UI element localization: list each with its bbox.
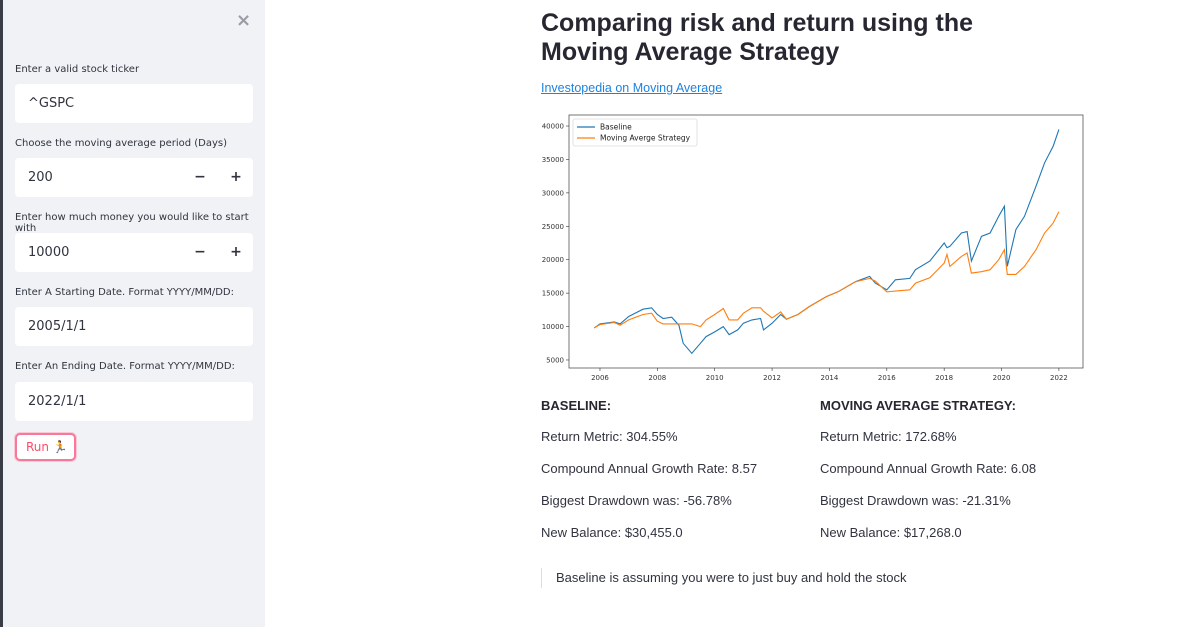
period-label: Choose the moving average period (Days) [15,138,228,149]
legend [572,118,698,147]
legend-label: Moving Averge Strategy [600,134,691,143]
window-edge [0,0,3,627]
x-tick-label: 2006 [591,374,609,382]
x-tick-label: 2014 [821,374,839,382]
strategy-results: MOVING AVERAGE STRATEGY: Return Metric: … [820,398,1036,557]
page-title: Comparing risk and return using the Movi… [541,9,973,66]
strategy-cagr: Compound Annual Growth Rate: 6.08 [820,461,1037,476]
x-tick-label: 2018 [935,374,953,382]
close-icon[interactable]: × [236,10,252,31]
period-value[interactable]: 200 [28,170,53,185]
end-date-label: Enter An Ending Date. Format YYYY/MM/DD: [15,361,235,372]
y-tick-label: 15000 [542,290,564,298]
x-tick-label: 2016 [878,374,896,382]
start-date-label: Enter A Starting Date. Format YYYY/MM/DD… [15,287,234,298]
x-tick-label: 2008 [648,374,666,382]
x-tick-label: 2010 [706,374,724,382]
strategy-drawdown: Biggest Drawdown was: -21.31% [820,493,1011,508]
money-label: Enter how much money you would like to s… [15,212,249,234]
baseline-return: Return Metric: 304.55% [541,429,678,444]
baseline-balance: New Balance: $30,455.0 [541,525,683,540]
series-line-strategy [593,211,1060,329]
start-date-input[interactable]: 2005/1/1 [15,307,253,346]
x-tick-label: 2012 [763,374,781,382]
money-stepper[interactable]: 10000 − + [15,233,253,272]
y-tick-label: 20000 [542,256,564,264]
period-decrement-button[interactable]: − [194,169,206,185]
money-decrement-button[interactable]: − [194,244,206,260]
baseline-note: Baseline is assuming you were to just bu… [541,568,906,588]
end-date-input[interactable]: 2022/1/1 [15,382,253,421]
baseline-results: BASELINE: Return Metric: 304.55% Compoun… [541,398,757,557]
strategy-balance: New Balance: $17,268.0 [820,525,962,540]
period-stepper[interactable]: 200 − + [15,158,253,197]
money-increment-button[interactable]: + [230,244,242,260]
run-button[interactable]: Run 🏃 [15,433,76,461]
strategy-return: Return Metric: 172.68% [820,429,957,444]
ticker-input[interactable]: ^GSPC [15,84,253,123]
y-tick-label: 35000 [542,156,564,164]
period-increment-button[interactable]: + [230,169,242,185]
baseline-cagr: Compound Annual Growth Rate: 8.57 [541,461,758,476]
x-tick-label: 2020 [993,374,1011,382]
strategy-heading: MOVING AVERAGE STRATEGY: [820,398,1016,413]
baseline-drawdown: Biggest Drawdown was: -56.78% [541,493,732,508]
baseline-heading: BASELINE: [541,398,612,413]
y-tick-label: 40000 [542,123,564,131]
investopedia-link[interactable]: Investopedia on Moving Average [541,81,723,95]
legend-label: Baseline [600,123,632,132]
money-value[interactable]: 10000 [28,245,70,260]
comparison-chart: 2006 2008 2010 2012 2014 2016 2018 2020 2022 5000… [542,114,1084,382]
y-tick-label: 30000 [542,189,564,197]
y-tick-label: 10000 [542,323,564,331]
x-tick-label: 2022 [1050,374,1068,382]
y-tick-label: 5000 [546,356,564,364]
plot-area [568,114,1084,369]
y-tick-label: 25000 [542,223,564,231]
ticker-label: Enter a valid stock ticker [15,64,140,75]
sidebar: × Enter a valid stock ticker ^GSPC Choos… [3,0,265,627]
